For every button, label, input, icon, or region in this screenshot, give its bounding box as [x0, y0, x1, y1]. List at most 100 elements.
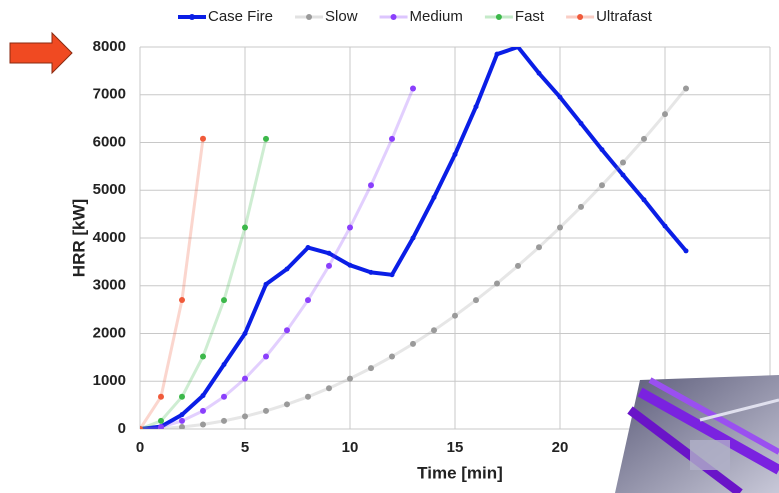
x-tick-label: 10	[342, 439, 359, 456]
data-point	[368, 182, 374, 188]
data-point	[599, 182, 605, 188]
data-point	[284, 327, 290, 333]
data-point	[200, 408, 206, 414]
y-tick-label: 3000	[93, 277, 126, 294]
data-point	[305, 297, 311, 303]
data-point	[579, 121, 584, 126]
data-point	[410, 86, 416, 92]
data-point	[347, 225, 353, 231]
data-point	[221, 297, 227, 303]
data-point	[263, 408, 269, 414]
x-tick-label: 5	[241, 439, 249, 456]
data-point	[263, 353, 269, 359]
data-point	[180, 412, 185, 417]
x-axis-label: Time [min]	[417, 463, 503, 482]
data-point	[284, 401, 290, 407]
data-point	[642, 197, 647, 202]
data-point	[453, 152, 458, 157]
data-point	[536, 244, 542, 250]
y-tick-label: 0	[118, 420, 126, 437]
data-point	[431, 327, 437, 333]
x-tick-label: 0	[136, 439, 144, 456]
data-point	[327, 251, 332, 256]
data-point	[221, 394, 227, 400]
y-tick-label: 2000	[93, 324, 126, 341]
legend-label: Slow	[325, 8, 358, 25]
y-tick-label: 5000	[93, 181, 126, 198]
data-point	[389, 136, 395, 142]
data-point	[179, 394, 185, 400]
inset-image	[615, 375, 779, 493]
data-point	[264, 282, 269, 287]
data-point	[242, 376, 248, 382]
data-point	[201, 393, 206, 398]
data-point	[494, 280, 500, 286]
data-point	[515, 263, 521, 269]
legend-marker	[577, 14, 583, 20]
data-point	[557, 225, 563, 231]
data-point	[158, 394, 164, 400]
data-point	[578, 204, 584, 210]
data-point	[683, 86, 689, 92]
legend-label: Ultrafast	[596, 8, 653, 25]
data-point	[305, 394, 311, 400]
data-point	[263, 136, 269, 142]
data-point	[242, 413, 248, 419]
data-point	[200, 136, 206, 142]
x-tick-label: 20	[552, 439, 569, 456]
y-tick-label: 4000	[93, 229, 126, 246]
legend-label: Medium	[410, 8, 463, 25]
data-point	[200, 353, 206, 359]
legend-marker	[306, 14, 312, 20]
data-point	[621, 172, 626, 177]
x-tick-label: 15	[447, 439, 464, 456]
data-point	[411, 236, 416, 241]
data-point	[684, 248, 689, 253]
y-axis-label: HRR [kW]	[69, 199, 88, 277]
y-tick-label: 1000	[93, 372, 126, 389]
data-point	[432, 195, 437, 200]
data-point	[389, 353, 395, 359]
data-point	[410, 341, 416, 347]
legend-label: Fast	[515, 8, 545, 25]
data-point	[641, 136, 647, 142]
data-point	[347, 376, 353, 382]
y-tick-label: 7000	[93, 86, 126, 103]
data-point	[285, 267, 290, 272]
data-point	[200, 421, 206, 427]
data-point	[495, 52, 500, 57]
legend-marker	[496, 14, 502, 20]
data-point	[452, 313, 458, 319]
legend-marker	[391, 14, 397, 20]
series-line	[140, 139, 203, 429]
data-point	[243, 331, 248, 336]
data-point	[662, 111, 668, 117]
data-point	[306, 245, 311, 250]
data-point	[326, 263, 332, 269]
data-point	[390, 272, 395, 277]
chart: Time [min] HRR [kW] 0 1000 2000 3000 4000 500…	[0, 0, 779, 493]
series-line	[140, 139, 266, 429]
data-point	[600, 147, 605, 152]
arrow-icon	[10, 33, 72, 73]
data-point	[474, 104, 479, 109]
data-point	[158, 418, 164, 424]
data-point	[663, 224, 668, 229]
data-point	[368, 365, 374, 371]
data-point	[179, 418, 185, 424]
data-point	[222, 362, 227, 367]
data-point	[516, 45, 521, 50]
data-point	[242, 225, 248, 231]
legend-marker	[189, 14, 195, 20]
data-point	[221, 418, 227, 424]
data-point	[137, 426, 143, 432]
data-point	[537, 71, 542, 76]
y-tick-label: 8000	[93, 38, 126, 55]
data-point	[348, 263, 353, 268]
legend-label: Case Fire	[208, 8, 273, 25]
data-point	[369, 270, 374, 275]
series-line	[140, 89, 686, 430]
data-point	[473, 297, 479, 303]
data-point	[179, 297, 185, 303]
series-line	[140, 89, 413, 430]
